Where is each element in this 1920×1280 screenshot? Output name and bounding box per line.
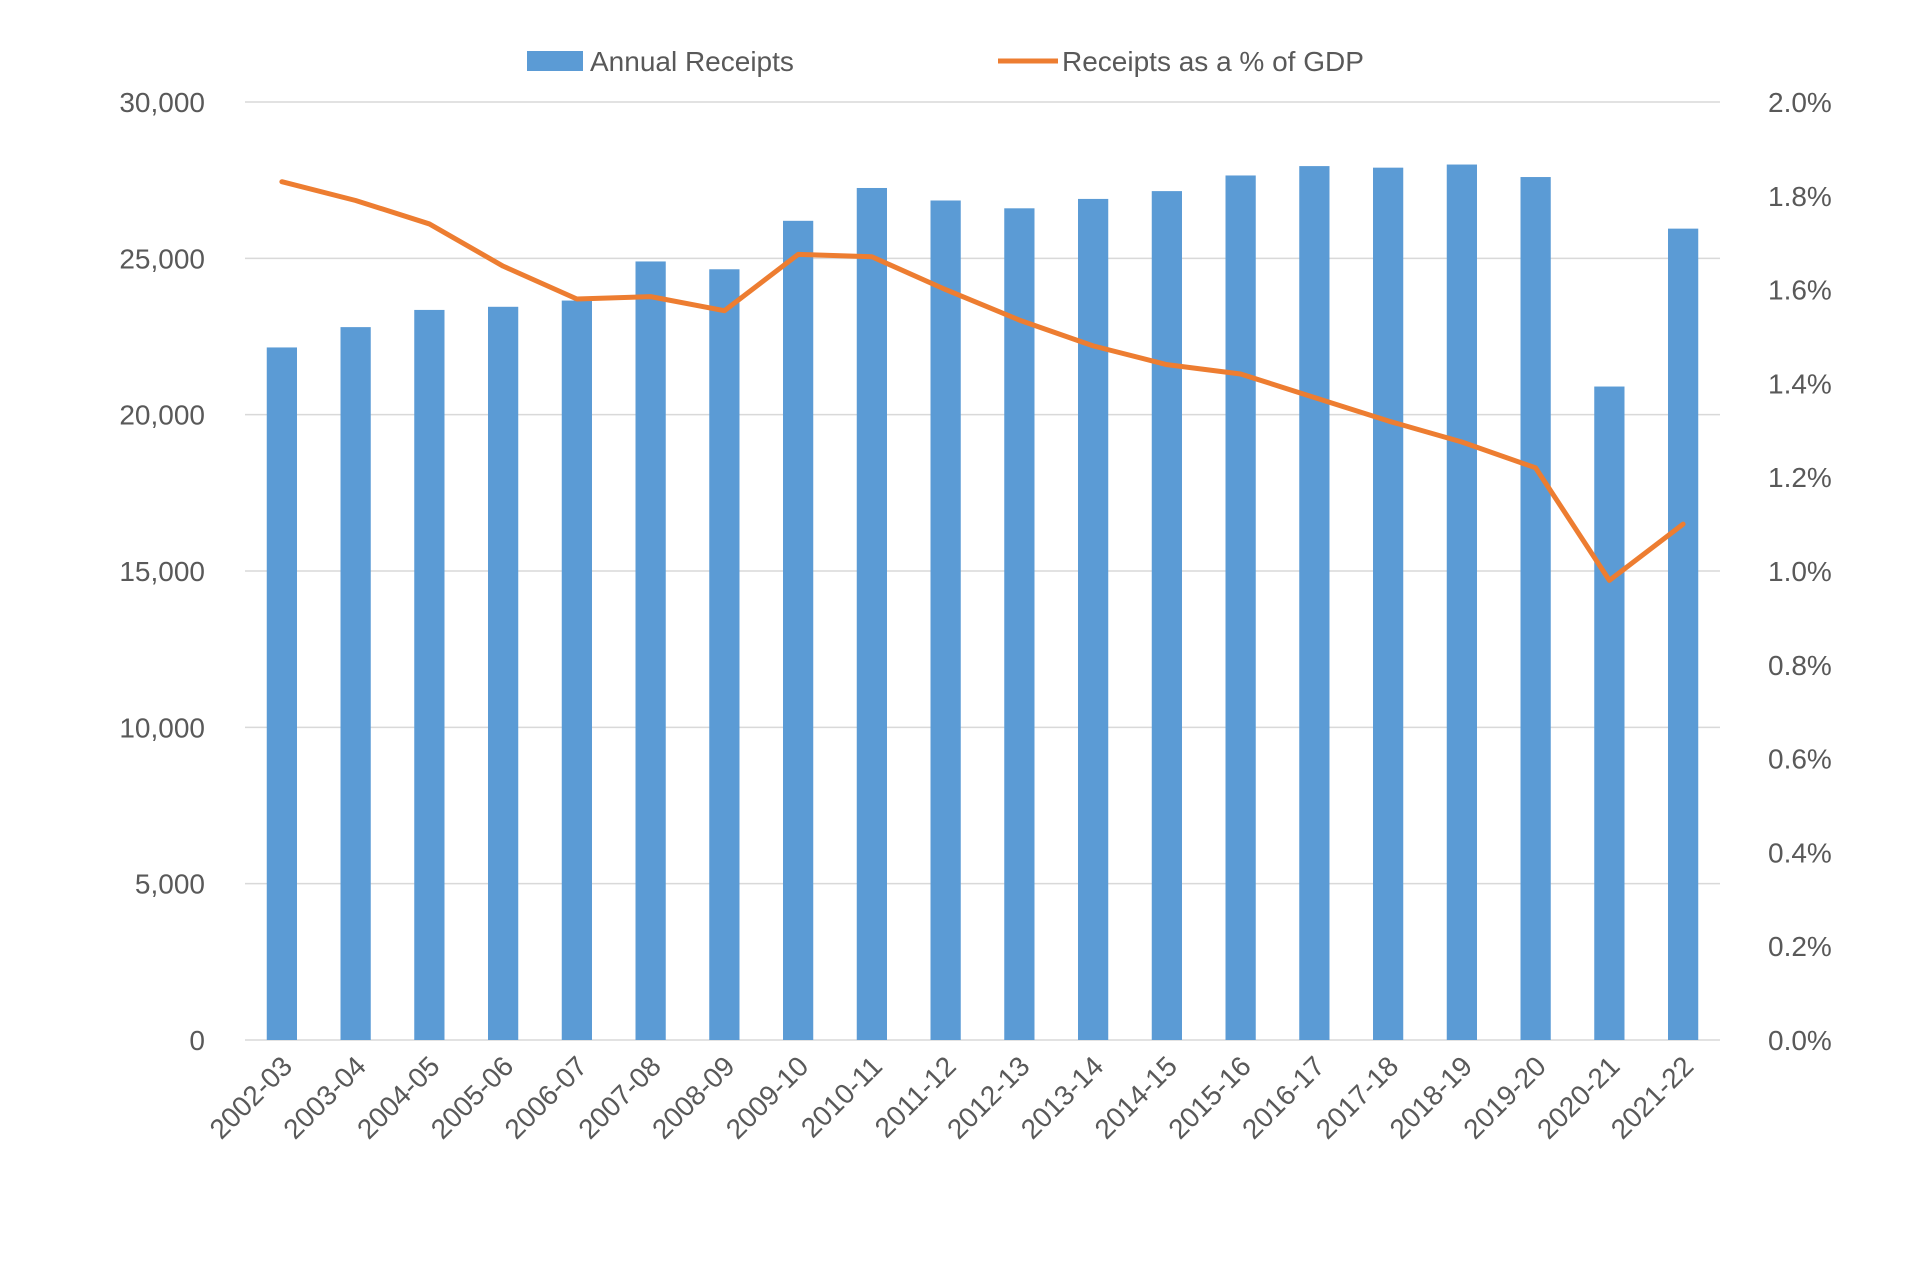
- legend-label-receipts-pct-gdp: Receipts as a % of GDP: [1062, 46, 1364, 77]
- bar-2006-07: [561, 300, 592, 1040]
- legend-swatch-annual-receipts: [527, 51, 583, 71]
- left-y-axis: 0 5,000 10,000 15,000 20,000 25,000 30,000: [119, 87, 205, 1056]
- legend-label-annual-receipts: Annual Receipts: [590, 46, 794, 77]
- left-tick-label: 20,000: [119, 400, 205, 431]
- right-tick-label: 0.6%: [1768, 744, 1832, 775]
- x-axis: 2002-032003-042004-052005-062006-072007-…: [204, 1050, 1700, 1145]
- line-receipts-pct-gdp: [279, 179, 1686, 583]
- bar-2009-10: [783, 220, 814, 1040]
- right-tick-label: 1.4%: [1768, 368, 1832, 399]
- bar-2008-09: [709, 269, 740, 1040]
- x-tick-label: 2009-10: [720, 1050, 815, 1145]
- bar-2007-08: [635, 261, 666, 1041]
- right-tick-label: 1.8%: [1768, 181, 1832, 212]
- bar-2002-03: [266, 347, 297, 1040]
- right-tick-label: 0.0%: [1768, 1025, 1832, 1056]
- left-tick-label: 5,000: [135, 869, 205, 900]
- x-tick-label: 2021-22: [1605, 1050, 1700, 1145]
- right-tick-label: 2.0%: [1768, 87, 1832, 118]
- bar-2005-06: [488, 306, 519, 1041]
- left-tick-label: 10,000: [119, 712, 205, 743]
- bar-series: [266, 164, 1699, 1041]
- bar-2012-13: [1004, 208, 1035, 1041]
- bar-2010-11: [856, 187, 887, 1040]
- line-series: [279, 179, 1686, 583]
- right-tick-label: 1.6%: [1768, 275, 1832, 306]
- bar-2011-12: [930, 200, 961, 1041]
- bar-2019-20: [1520, 177, 1551, 1041]
- bar-2016-17: [1299, 166, 1330, 1040]
- bar-2018-19: [1446, 164, 1477, 1041]
- right-tick-label: 0.8%: [1768, 650, 1832, 681]
- right-tick-label: 0.4%: [1768, 837, 1832, 868]
- bar-2003-04: [340, 327, 371, 1040]
- legend: Annual Receipts Receipts as a % of GDP: [527, 46, 1364, 77]
- bar-2013-14: [1078, 198, 1109, 1041]
- left-tick-label: 15,000: [119, 556, 205, 587]
- right-y-axis: 0.0% 0.2% 0.4% 0.6% 0.8% 1.0% 1.2% 1.4% 1.6% 1.8%…: [1768, 87, 1832, 1056]
- x-tick-label: 2010-11: [795, 1050, 888, 1143]
- bar-2015-16: [1225, 175, 1256, 1040]
- left-tick-label: 30,000: [119, 87, 205, 118]
- right-tick-label: 1.0%: [1768, 556, 1832, 587]
- right-tick-label: 0.2%: [1768, 931, 1832, 962]
- bar-2020-21: [1594, 386, 1625, 1040]
- right-tick-label: 1.2%: [1768, 462, 1832, 493]
- bar-2004-05: [414, 309, 445, 1040]
- bar-2014-15: [1151, 191, 1182, 1041]
- left-tick-label: 25,000: [119, 243, 205, 274]
- left-tick-label: 0: [189, 1025, 205, 1056]
- bar-2021-22: [1668, 228, 1699, 1040]
- bar-2017-18: [1373, 167, 1404, 1040]
